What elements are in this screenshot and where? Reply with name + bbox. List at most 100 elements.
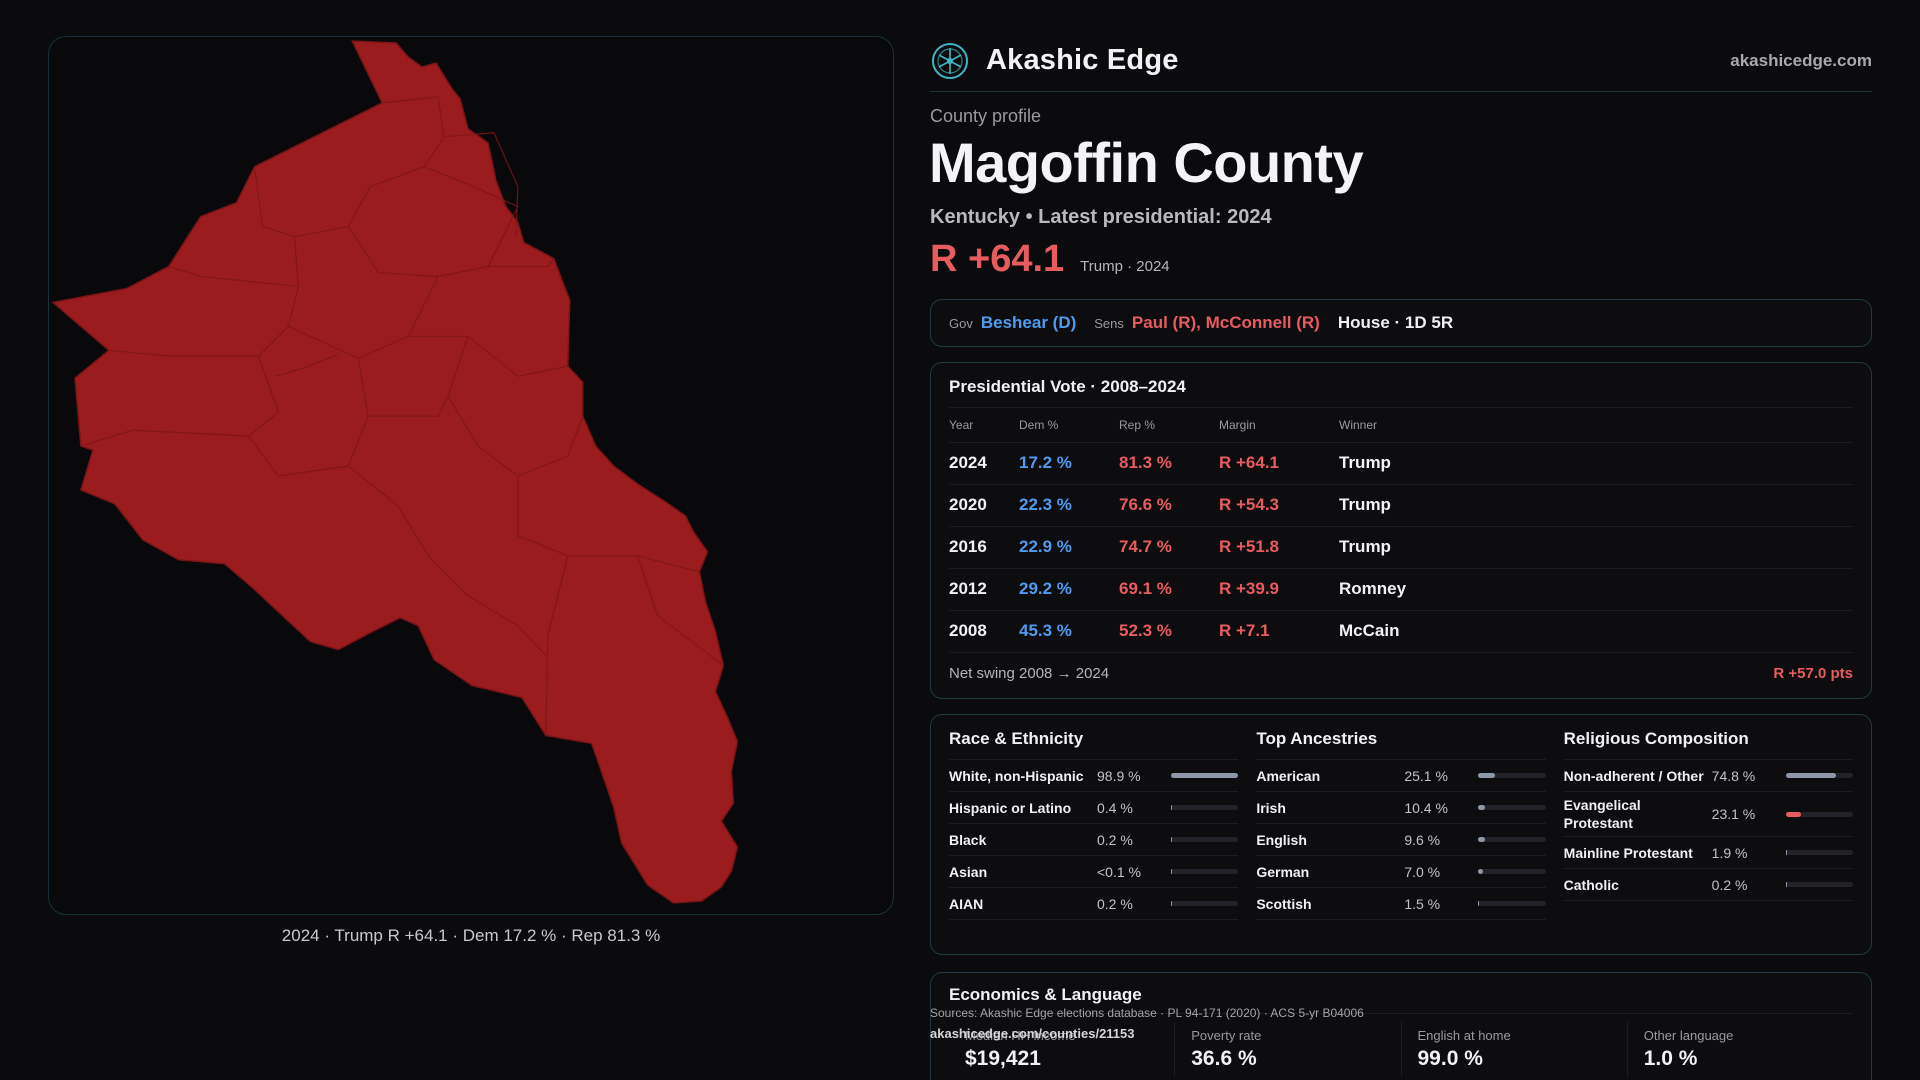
item-percent: 9.6 % <box>1404 831 1441 848</box>
list-item: Mainline Protestant 1.9 % <box>1563 837 1853 869</box>
winner-cell: Trump <box>1339 484 1853 527</box>
column-header: Year <box>949 408 1019 443</box>
rep-cell: 69.1 % <box>1119 568 1219 611</box>
share-bar-fill <box>1478 773 1496 778</box>
margin-cell: R +51.8 <box>1219 526 1339 569</box>
share-bar <box>1785 850 1853 855</box>
permalink[interactable]: akashicedge.com/counties/21153 <box>930 1026 1135 1041</box>
item-percent: <0.1 % <box>1097 863 1141 880</box>
winner-cell: Trump <box>1339 442 1853 485</box>
list-item: Catholic 0.2 % <box>1563 869 1853 901</box>
year-cell: 2024 <box>949 442 1019 485</box>
list-item: Scottish 1.5 % <box>1256 888 1546 920</box>
dem-cell: 17.2 % <box>1019 442 1119 485</box>
share-bar-fill <box>1478 805 1486 810</box>
item-name: Black <box>949 831 987 848</box>
brand-domain-link[interactable]: akashicedge.com <box>1730 50 1872 70</box>
share-bar-fill <box>1171 869 1172 874</box>
officials-bar: Gov Beshear (D) Sens Paul (R), McConnell… <box>930 299 1872 347</box>
share-bar-fill <box>1171 805 1172 810</box>
profile-subtitle: Kentucky • Latest presidential: 2024 <box>930 206 1272 228</box>
county-map-svg[interactable] <box>49 37 893 914</box>
item-percent: 1.5 % <box>1404 895 1441 912</box>
economics-grid: Median HH income $19,421 Poverty rate 36… <box>949 1022 1853 1077</box>
share-bar-fill <box>1785 850 1787 855</box>
econ-value: 36.6 % <box>1191 1047 1257 1070</box>
share-bar <box>1785 882 1853 887</box>
item-name: Mainline Protestant <box>1563 844 1693 861</box>
table-row: 2016 22.9 % 74.7 % R +51.8 Trump <box>949 526 1853 569</box>
list-item: Asian <0.1 % <box>949 856 1239 888</box>
year-cell: 2008 <box>949 610 1019 653</box>
share-bar-fill <box>1478 869 1484 874</box>
econ-value: 99.0 % <box>1417 1047 1483 1070</box>
list-item: Black 0.2 % <box>949 824 1239 856</box>
rep-cell: 76.6 % <box>1119 484 1219 527</box>
share-bar <box>1785 773 1853 778</box>
item-percent: 0.4 % <box>1097 799 1133 816</box>
demographics-card: Race & Ethnicity White, non-Hispanic 98.9… <box>930 714 1872 955</box>
table-row: 2024 17.2 % 81.3 % R +64.1 Trump <box>949 442 1853 485</box>
share-bar <box>1171 805 1239 810</box>
sources-note: Sources: Akashic Edge elections database… <box>930 1006 1364 1020</box>
dem-cell: 22.9 % <box>1019 526 1119 569</box>
headline-margin: R +64.1 Trump · 2024 <box>930 238 1170 281</box>
share-bar-fill <box>1785 773 1837 778</box>
list-item: Non-adherent / Other 74.8 % <box>1563 760 1853 792</box>
item-name: German <box>1256 863 1310 880</box>
margin-cell: R +54.3 <box>1219 484 1339 527</box>
column-header: Winner <box>1339 408 1853 443</box>
religion-rows: Non-adherent / Other 74.8 % Evangelical Pr… <box>1563 760 1853 901</box>
share-bar-fill <box>1785 811 1802 817</box>
list-item: English 9.6 % <box>1256 824 1546 856</box>
presidential-vote-table: Year Dem % Rep % Margin Winner 2024 17.2… <box>949 408 1853 653</box>
share-bar-fill <box>1785 882 1787 887</box>
econ-label: Poverty rate <box>1191 1028 1262 1043</box>
item-name: American <box>1256 767 1321 784</box>
table-row: 2012 29.2 % 69.1 % R +39.9 Romney <box>949 568 1853 611</box>
brand-bar: Akashic Edge akashicedge.com <box>930 30 1872 92</box>
item-name: Non-adherent / Other <box>1563 767 1704 784</box>
net-swing-value: R +57.0 pts <box>1773 665 1853 682</box>
religion-column: Religious Composition Non-adherent / Oth… <box>1563 729 1853 954</box>
item-name: Irish <box>1256 799 1286 816</box>
gov-value: Beshear (D) <box>980 313 1077 332</box>
county-map[interactable] <box>48 36 894 915</box>
item-name: Catholic <box>1563 876 1619 893</box>
net-swing-label: Net swing 2008 → 2024 <box>949 665 1110 682</box>
ancestries-title: Top Ancestries <box>1256 729 1546 760</box>
religion-title: Religious Composition <box>1563 729 1853 760</box>
brand-name[interactable]: Akashic Edge <box>986 44 1179 76</box>
list-item: Irish 10.4 % <box>1256 792 1546 824</box>
rep-cell: 74.7 % <box>1119 526 1219 569</box>
econ-value: 1.0 % <box>1643 1047 1698 1070</box>
list-item: White, non-Hispanic 98.9 % <box>949 760 1239 792</box>
share-bar <box>1171 869 1239 874</box>
item-percent: 98.9 % <box>1097 767 1141 784</box>
economics-title: Economics & Language <box>949 985 1853 1014</box>
item-percent: 10.4 % <box>1404 799 1448 816</box>
net-swing-row: Net swing 2008 → 2024 R +57.0 pts <box>949 653 1853 695</box>
share-bar-fill <box>1171 901 1172 906</box>
economics-card: Economics & Language Median HH income $1… <box>930 972 1872 1080</box>
list-item: Evangelical Protestant 23.1 % <box>1563 792 1853 837</box>
table-header-row: Year Dem % Rep % Margin Winner <box>949 408 1853 443</box>
county-shape[interactable] <box>51 40 739 904</box>
ancestry-rows: American 25.1 % Irish 10.4 % English 9.6 % Ger… <box>1256 760 1546 920</box>
item-name: Evangelical Protestant <box>1563 797 1641 831</box>
share-bar <box>1478 805 1546 810</box>
column-header: Dem % <box>1019 408 1119 443</box>
margin-cell: R +7.1 <box>1219 610 1339 653</box>
item-percent: 23.1 % <box>1711 806 1756 822</box>
share-bar <box>1171 837 1239 842</box>
item-percent: 25.1 % <box>1404 767 1448 784</box>
share-bar <box>1785 811 1853 817</box>
akashic-edge-logo-icon[interactable] <box>930 41 970 81</box>
share-bar-fill <box>1478 901 1480 906</box>
item-percent: 0.2 % <box>1097 895 1133 912</box>
share-bar <box>1478 773 1546 778</box>
econ-cell: Median HH income $19,421 <box>949 1022 1174 1077</box>
presidential-vote-card: Presidential Vote · 2008–2024 Year Dem %… <box>930 362 1872 699</box>
item-percent: 1.9 % <box>1711 844 1748 861</box>
share-bar-fill <box>1171 773 1238 778</box>
